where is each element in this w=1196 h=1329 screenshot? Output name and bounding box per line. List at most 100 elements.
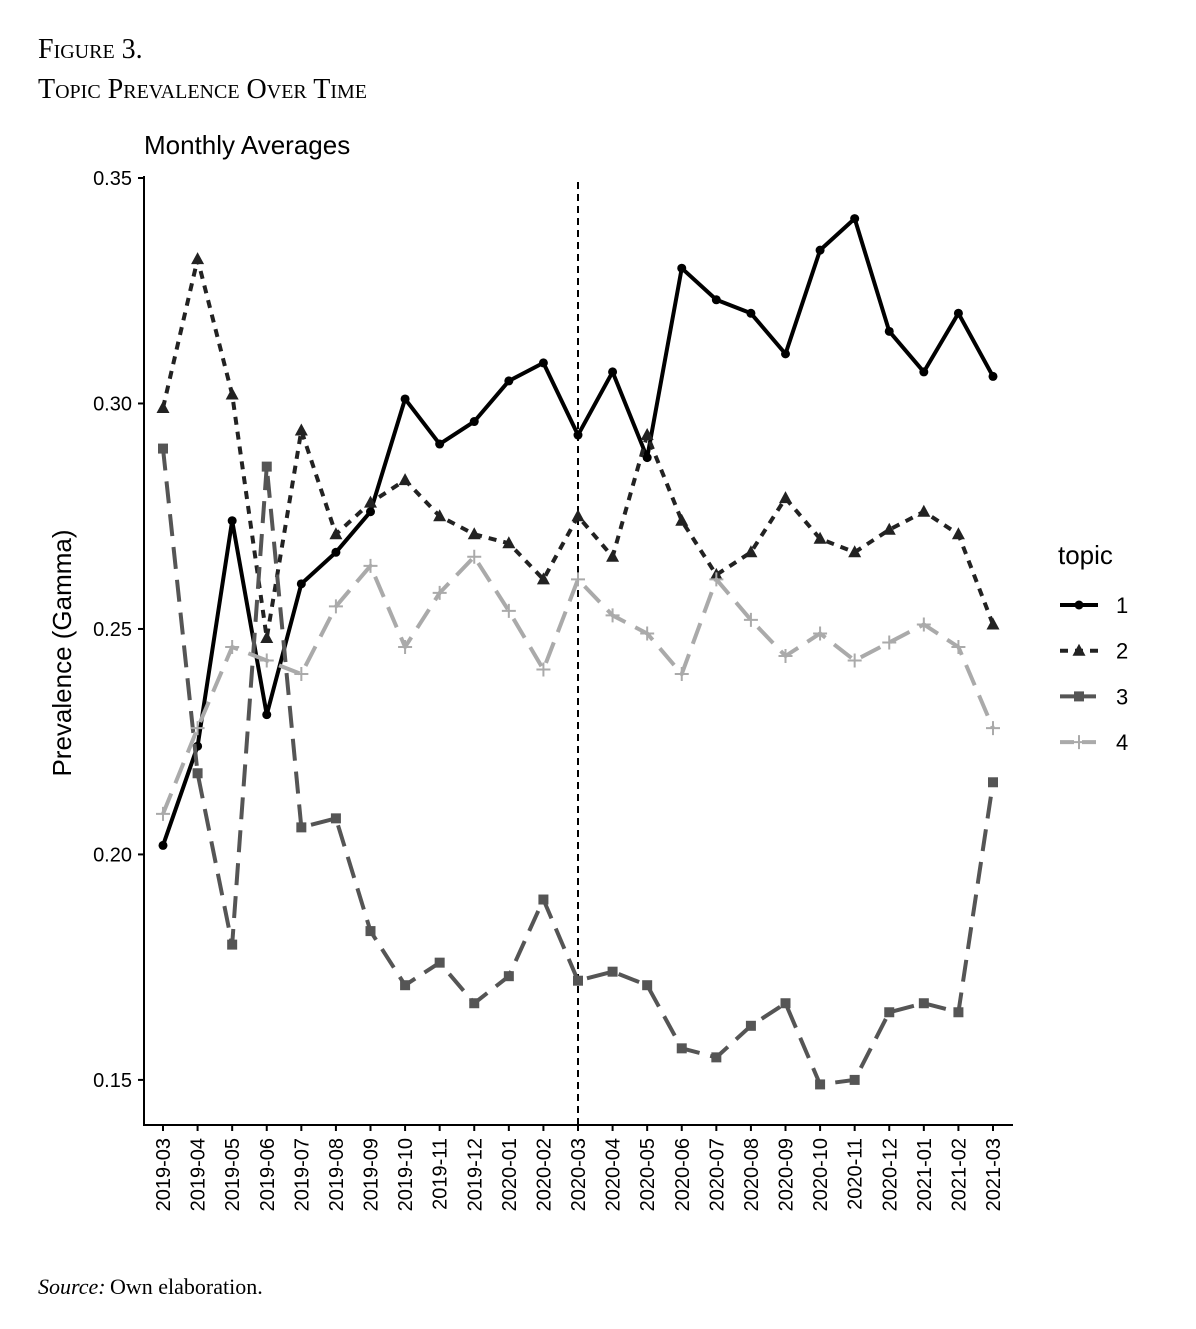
data-point [778, 649, 793, 664]
data-point [364, 495, 377, 508]
data-point [849, 1074, 860, 1085]
data-point [640, 428, 654, 441]
legend-marker [1072, 643, 1086, 656]
data-point [813, 531, 827, 544]
x-tick-label: 2020-08 [741, 1138, 763, 1211]
data-point [366, 507, 375, 517]
data-point [536, 572, 550, 585]
data-point [779, 491, 792, 504]
data-point [951, 639, 966, 654]
data-point [260, 630, 274, 643]
x-tick-label: 2020-01 [499, 1138, 521, 1211]
x-tick-label: 2021-02 [948, 1138, 970, 1211]
data-point [227, 516, 237, 526]
data-point [917, 504, 931, 517]
data-point [294, 423, 308, 436]
data-point [916, 617, 931, 632]
data-point [296, 579, 306, 589]
x-tick-label: 2020-10 [810, 1138, 832, 1211]
data-point [746, 308, 756, 318]
data-point [988, 371, 998, 381]
data-point [227, 939, 238, 950]
data-point [330, 813, 341, 824]
data-point [501, 603, 516, 618]
legend-marker [1074, 691, 1084, 702]
data-point [986, 721, 1000, 736]
data-point [882, 522, 896, 535]
data-point [191, 252, 205, 265]
data-point [158, 840, 168, 850]
data-point [328, 599, 343, 614]
legend-label: 2 [1116, 639, 1128, 664]
data-point [158, 443, 168, 454]
data-point [363, 558, 378, 573]
x-tick-label: 2019-08 [326, 1138, 348, 1211]
data-point [815, 245, 825, 255]
data-point [986, 617, 1000, 630]
data-point [433, 509, 447, 522]
data-point [503, 971, 514, 982]
legend-label: 3 [1116, 684, 1128, 709]
data-point [469, 998, 480, 1009]
x-tick-label: 2020-07 [706, 1138, 728, 1211]
data-point [847, 653, 862, 668]
data-point [850, 214, 860, 224]
legend-label: 1 [1116, 593, 1128, 618]
data-point [953, 1007, 964, 1018]
x-tick-label: 2019-12 [464, 1138, 486, 1211]
data-point [538, 894, 549, 905]
data-point [607, 966, 618, 977]
data-point [434, 957, 445, 968]
x-tick-label: 2019-04 [188, 1138, 210, 1211]
data-point [988, 777, 998, 788]
figure-label: Figure 3. [38, 34, 143, 65]
data-point [435, 439, 445, 449]
data-point [192, 768, 203, 779]
data-point [432, 585, 447, 600]
x-tick-label: 2019-07 [291, 1138, 313, 1211]
data-point [259, 653, 274, 668]
source-label: Source: [38, 1274, 106, 1299]
data-point [781, 349, 790, 359]
x-tick-label: 2020-02 [533, 1138, 555, 1211]
data-point [469, 417, 479, 427]
data-point [294, 667, 309, 682]
data-point [504, 376, 514, 386]
y-tick-label: 0.30 [93, 393, 132, 415]
legend-label: 4 [1116, 730, 1128, 755]
data-point [538, 358, 548, 368]
chart-subtitle: Monthly Averages [144, 130, 350, 160]
x-tick-label: 2020-03 [568, 1138, 590, 1211]
x-tick-label: 2020-06 [672, 1138, 694, 1211]
x-tick-label: 2020-04 [603, 1138, 625, 1211]
data-point [744, 545, 758, 558]
data-point [400, 980, 411, 991]
data-point [951, 527, 965, 540]
data-point [225, 639, 240, 654]
source-text: Own elaboration. [110, 1274, 263, 1299]
data-point [711, 1052, 722, 1063]
data-point [329, 527, 343, 540]
y-tick-label: 0.15 [93, 1070, 132, 1092]
data-point [156, 806, 170, 821]
data-point [884, 1007, 895, 1018]
data-point [331, 547, 341, 557]
x-tick-label: 2019-06 [257, 1138, 279, 1211]
data-point [953, 308, 963, 318]
x-tick-label: 2019-05 [222, 1138, 244, 1211]
data-point [502, 536, 516, 549]
chart-title: Topic Prevalence Over Time [38, 74, 367, 105]
legend-marker [1072, 735, 1086, 750]
x-tick-label: 2020-12 [879, 1138, 901, 1211]
data-point [743, 612, 758, 627]
data-point [642, 980, 653, 991]
x-tick-label: 2019-03 [153, 1138, 175, 1211]
data-point [813, 626, 828, 641]
data-point [709, 572, 724, 587]
data-point [536, 662, 551, 677]
data-point [606, 549, 620, 562]
data-point [674, 667, 689, 682]
data-point [918, 998, 929, 1009]
